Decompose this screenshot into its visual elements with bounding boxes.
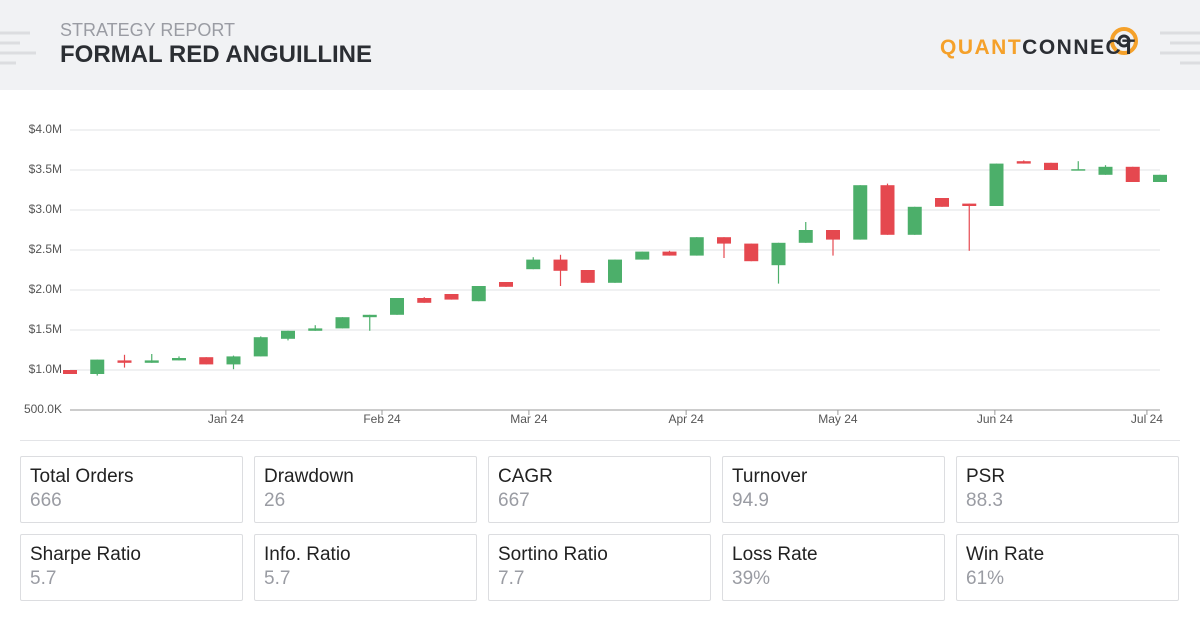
stat-label: Drawdown [264,466,354,487]
logo: QUANTCONNECT [940,36,1137,60]
stat-card: Drawdown 26 [254,456,477,523]
header: STRATEGY REPORT FORMAL RED ANGUILLINE QU… [0,0,1200,90]
header-decoration [0,27,1200,65]
candle-body [689,237,704,256]
stat-card: Loss Rate 39% [722,534,945,601]
stat-label: Info. Ratio [264,544,351,565]
candle-body [335,317,350,329]
candle-body [608,259,622,283]
stat-card: Info. Ratio 5.7 [254,534,477,601]
stat-value: 88.3 [966,490,1003,511]
stat-label: PSR [966,466,1006,487]
stat-value: 667 [498,490,530,511]
stat-value: 5.7 [30,568,57,589]
candle-body [935,198,949,207]
candle-body [281,330,295,339]
x-tick-label: Jan 24 [208,412,244,426]
x-tick-label: Jun 24 [977,412,1013,426]
candle-body [144,360,159,363]
x-tick-label: Jul 24 [1131,412,1163,426]
stat-value: 61% [966,568,1005,589]
chart: 500.0K $1.0M $1.5M $2.0M $2.5M $3.0M $3.5M $4.0… [24,122,1167,426]
candle-body [1071,169,1086,171]
stat-card: Sharpe Ratio 5.7 [20,534,243,601]
y-tick-label: $2.0M [29,282,62,296]
candle-body [417,298,432,303]
candle-body [1044,162,1058,170]
stat-card: Sortino Ratio 7.7 [488,534,711,601]
candle-body [744,243,759,262]
candle-body [580,270,595,283]
candle-body [771,242,786,266]
candle-body [362,314,377,318]
logo-connect: CONNECT [1022,36,1137,59]
stat-card: Turnover 94.9 [722,456,945,523]
stat-card: PSR 88.3 [956,456,1179,523]
candle-body [1153,174,1167,182]
report-subtitle: STRATEGY REPORT [60,20,236,40]
candle-body [1125,166,1140,182]
stat-label: Sortino Ratio [498,544,608,565]
x-tick-label: Feb 24 [363,412,401,426]
candle-body [526,259,541,270]
logo-quant: QUANT [940,36,1023,59]
candle-body [826,230,840,240]
report-title: FORMAL RED ANGUILLINE [60,41,372,68]
stat-value: 666 [30,490,62,511]
stat-value: 7.7 [498,568,525,589]
candle-body [853,185,868,240]
stat-label: Total Orders [30,466,134,487]
stat-label: Loss Rate [732,544,818,565]
stat-card: CAGR 667 [488,456,711,523]
stats-grid: Total Orders 666 Drawdown 26 CAGR 667 Turnover… [20,456,1180,601]
stat-label: Sharpe Ratio [30,544,141,565]
candle-body [880,185,895,235]
candle-body [90,359,105,374]
stat-label: Turnover [732,466,808,487]
candle-body [635,251,650,260]
candle-body [390,298,404,315]
y-tick-label: $1.5M [29,322,62,336]
stat-label: Win Rate [966,544,1045,565]
candle-body [444,294,459,300]
x-tick-label: Mar 24 [510,412,548,426]
candle-body [717,237,731,244]
candle-body [63,370,77,374]
stat-value: 26 [264,490,286,511]
candle-body [907,206,922,235]
stat-value: 94.9 [732,490,769,511]
candle-body [1098,166,1113,175]
y-tick-label: $1.0M [29,362,62,376]
x-tick-label: May 24 [818,412,858,426]
candle-body [253,337,268,357]
candle-body [117,360,132,363]
y-tick-label: $3.0M [29,202,62,216]
candle-body [798,230,813,243]
stat-card: Win Rate 61% [956,534,1179,601]
stat-value: 5.7 [264,568,291,589]
candle-body [499,282,513,287]
y-tick-label: $3.5M [29,162,62,176]
candle-body [1016,161,1031,164]
y-tick-label: $2.5M [29,242,62,256]
candle-body [199,357,214,365]
stat-label: CAGR [498,466,553,487]
divider [20,440,1180,441]
y-tick-label: $4.0M [29,122,62,136]
candle-body [962,203,977,206]
stat-value: 39% [732,568,771,589]
candle-body [226,356,241,365]
candle-body [553,259,568,271]
stat-card: Total Orders 666 [20,456,243,523]
candle-body [989,163,1004,206]
candle-body [172,358,186,361]
candle-body [308,328,323,331]
candle-body [662,251,677,256]
x-tick-label: Apr 24 [668,412,704,426]
y-tick-label: 500.0K [24,402,62,416]
candle-body [471,286,486,302]
